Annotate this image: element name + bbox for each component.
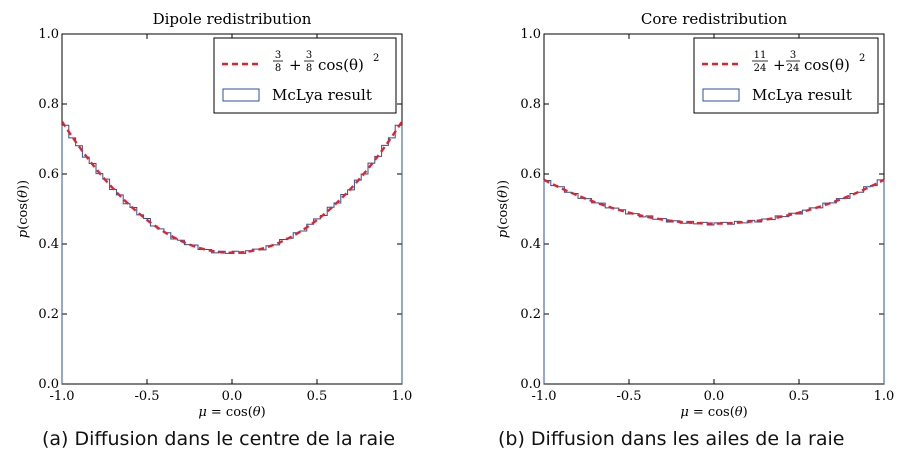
y-tick-label: 0.4: [38, 237, 59, 252]
svg-text:24: 24: [787, 63, 800, 74]
y-axis-title: p(cos(θ)): [496, 180, 511, 238]
panel-dipole: Dipole redistribution 0.0 0.2 0.4 0.6 0.8 1.0…: [16, 10, 412, 420]
x-tick-label: 0.0: [222, 389, 243, 404]
svg-text:8: 8: [275, 63, 281, 74]
x-tick-label: 1.0: [874, 389, 895, 404]
x-axis-ticks: -1.0 -0.5 0.0 0.5 1.0: [531, 34, 894, 404]
legend-theory-label: 11 24 + 3 24 cos(θ) 2: [752, 50, 865, 74]
y-tick-label: 0.8: [38, 97, 59, 112]
y-tick-label: 0.4: [520, 237, 541, 252]
x-tick-label: -1.0: [49, 389, 74, 404]
caption-b: (b) Diffusion dans les ailes de la raie: [498, 428, 845, 450]
y-tick-label: 0.2: [38, 307, 59, 322]
svg-text:24: 24: [754, 63, 767, 74]
svg-text:cos(θ): cos(θ): [318, 56, 364, 74]
theory-curve: [60, 120, 404, 254]
svg-text:2: 2: [373, 53, 379, 64]
x-tick-label: 0.5: [789, 389, 810, 404]
y-tick-label: 0.8: [520, 97, 541, 112]
y-tick-label: 0.2: [520, 307, 541, 322]
panel-core: Core redistribution 0.0 0.2 0.4 0.6 0.8 1.0 -…: [496, 10, 894, 420]
svg-text:3: 3: [790, 50, 796, 61]
legend-mclya-label: McLya result: [272, 86, 372, 104]
svg-text:+: +: [773, 56, 786, 74]
x-tick-label: 1.0: [392, 389, 413, 404]
svg-text:8: 8: [306, 63, 312, 74]
y-axis-ticks: 0.0 0.2 0.4 0.6 0.8 1.0: [38, 27, 402, 392]
y-tick-label: 1.0: [38, 27, 59, 42]
y-tick-label: 0.0: [520, 377, 541, 392]
svg-text:cos(θ): cos(θ): [804, 56, 850, 74]
legend-mclya-label: McLya result: [752, 86, 852, 104]
legend-theory-label: 3 8 + 3 8 cos(θ) 2: [273, 50, 379, 74]
y-tick-label: 1.0: [520, 27, 541, 42]
y-tick-label: 0.6: [520, 167, 541, 182]
legend-mclya-swatch: [702, 88, 740, 102]
y-axis-ticks: 0.0 0.2 0.4 0.6 0.8 1.0: [520, 27, 884, 392]
theory-curve: [543, 178, 885, 225]
svg-text:+: +: [289, 56, 302, 74]
caption-a: (a) Diffusion dans le centre de la raie: [42, 428, 396, 450]
y-tick-label: 0.6: [38, 167, 59, 182]
x-tick-label: -1.0: [531, 389, 556, 404]
x-axis-ticks: -1.0 -0.5 0.0 0.5 1.0: [49, 34, 412, 404]
svg-text:11: 11: [754, 50, 767, 61]
legend: 11 24 + 3 24 cos(θ) 2 McLya result: [693, 37, 879, 114]
x-axis-title: μ = cos(θ): [198, 405, 265, 420]
chart-title: Dipole redistribution: [153, 10, 312, 28]
y-tick-label: 0.0: [38, 377, 59, 392]
x-tick-label: 0.0: [704, 389, 725, 404]
svg-text:3: 3: [306, 50, 312, 61]
legend-mclya-swatch: [222, 88, 260, 102]
chart-title: Core redistribution: [641, 10, 788, 28]
legend: 3 8 + 3 8 cos(θ) 2 McLya result: [213, 37, 397, 114]
x-tick-label: -0.5: [134, 389, 159, 404]
x-tick-label: 0.5: [307, 389, 328, 404]
svg-text:3: 3: [275, 50, 281, 61]
svg-text:2: 2: [859, 53, 865, 64]
x-axis-title: μ = cos(θ): [680, 405, 747, 420]
y-axis-title: p(cos(θ)): [16, 180, 31, 238]
x-tick-label: -0.5: [616, 389, 641, 404]
